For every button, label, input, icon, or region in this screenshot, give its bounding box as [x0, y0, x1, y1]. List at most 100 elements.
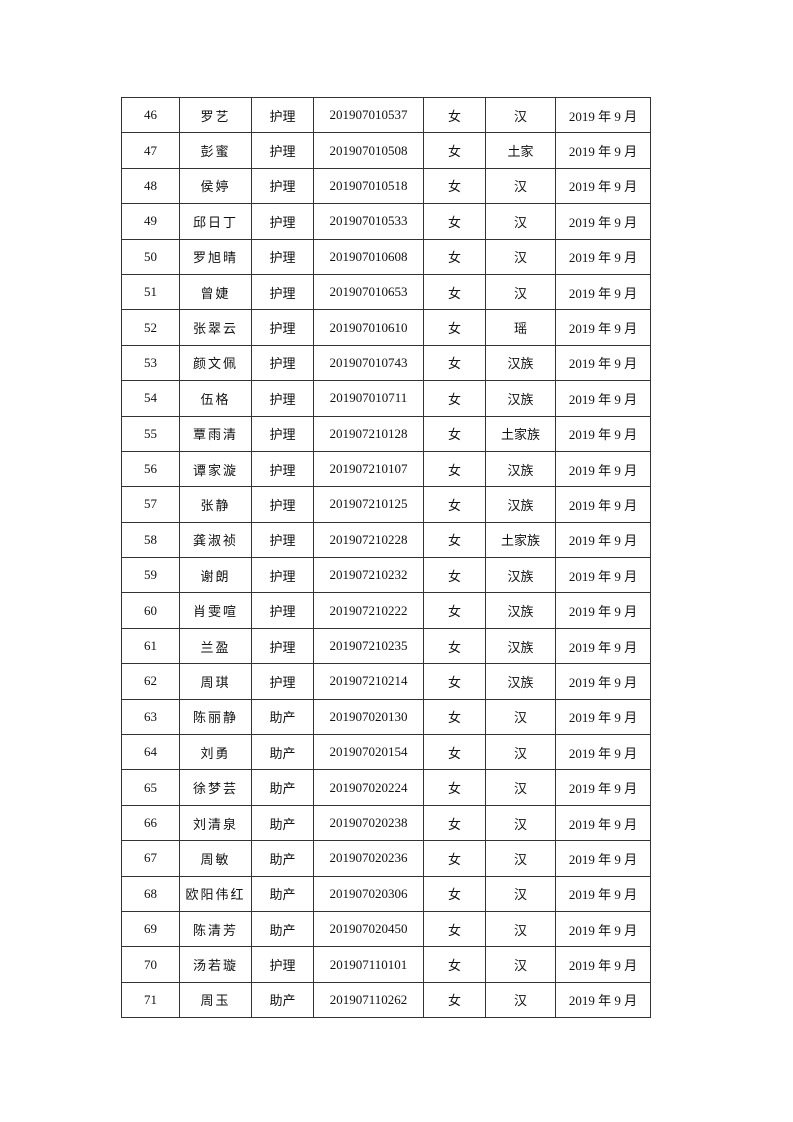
major-cell: 助产 — [251, 875, 314, 912]
table-row: 70 汤若璇 护理 201907110101 女汉 2019 年 9 月 — [121, 946, 651, 983]
enrollment-date-cell: 2019 年 9 月 — [555, 840, 651, 877]
student-id-cell: 201907110101 — [313, 946, 424, 983]
enrollment-date-cell: 2019 年 9 月 — [555, 734, 651, 771]
row-number-cell: 61 — [121, 627, 180, 665]
gender-cell: 女 — [423, 344, 486, 382]
gender-cell: 女 — [423, 663, 486, 700]
ethnicity-cell: 瑶 — [485, 309, 556, 346]
gender-cell: 女 — [423, 380, 486, 417]
student-id-cell: 201907010508 — [313, 132, 424, 169]
enrollment-date-cell: 2019 年 9 月 — [555, 167, 651, 205]
student-name-cell: 龚淑祯 — [179, 521, 252, 559]
gender-cell: 女 — [423, 910, 486, 948]
enrollment-date-cell: 2019 年 9 月 — [555, 627, 651, 665]
major-cell: 助产 — [251, 804, 314, 842]
row-number-cell: 50 — [121, 238, 180, 275]
row-number-cell: 52 — [121, 309, 180, 346]
gender-cell: 女 — [423, 698, 486, 736]
major-cell: 护理 — [251, 344, 314, 382]
ethnicity-cell: 汉族 — [485, 380, 556, 417]
student-name-cell: 罗旭晴 — [179, 238, 252, 275]
row-number-cell: 54 — [121, 380, 180, 417]
ethnicity-cell: 汉 — [485, 203, 556, 240]
enrollment-date-cell: 2019 年 9 月 — [555, 981, 651, 1019]
enrollment-date-cell: 2019 年 9 月 — [555, 910, 651, 948]
table-body: 46 罗艺 护理 201907010537 女汉 2019 年 9 月 47 彭蜜 护理 2019… — [121, 96, 651, 1019]
ethnicity-cell: 汉 — [485, 840, 556, 877]
table-row: 47 彭蜜 护理 201907010508 女土家 2019 年 9 月 — [121, 132, 651, 169]
major-cell: 护理 — [251, 273, 314, 311]
row-number-cell: 64 — [121, 734, 180, 771]
row-number-cell: 53 — [121, 344, 180, 382]
enrollment-date-cell: 2019 年 9 月 — [555, 804, 651, 842]
gender-cell: 女 — [423, 592, 486, 629]
student-name-cell: 伍格 — [179, 380, 252, 417]
table-row: 68 欧阳伟红 助产 201907020306 女汉 2019 年 9 月 — [121, 875, 651, 912]
student-id-cell: 201907020450 — [313, 910, 424, 948]
ethnicity-cell: 汉 — [485, 238, 556, 275]
enrollment-date-cell: 2019 年 9 月 — [555, 238, 651, 275]
enrollment-date-cell: 2019 年 9 月 — [555, 450, 651, 488]
student-name-cell: 陈丽静 — [179, 698, 252, 736]
gender-cell: 女 — [423, 203, 486, 240]
ethnicity-cell: 汉 — [485, 804, 556, 842]
gender-cell: 女 — [423, 946, 486, 983]
gender-cell: 女 — [423, 238, 486, 275]
student-name-cell: 徐梦芸 — [179, 769, 252, 806]
student-name-cell: 覃雨清 — [179, 415, 252, 452]
row-number-cell: 70 — [121, 946, 180, 983]
enrollment-date-cell: 2019 年 9 月 — [555, 132, 651, 169]
student-name-cell: 周敏 — [179, 840, 252, 877]
row-number-cell: 58 — [121, 521, 180, 559]
student-name-cell: 陈清芳 — [179, 910, 252, 948]
student-name-cell: 汤若璇 — [179, 946, 252, 983]
major-cell: 护理 — [251, 238, 314, 275]
student-id-cell: 201907010711 — [313, 380, 424, 417]
ethnicity-cell: 汉族 — [485, 344, 556, 382]
row-number-cell: 67 — [121, 840, 180, 877]
enrollment-date-cell: 2019 年 9 月 — [555, 380, 651, 417]
student-id-cell: 201907020224 — [313, 769, 424, 806]
gender-cell: 女 — [423, 309, 486, 346]
table-row: 66 刘清泉 助产 201907020238 女汉 2019 年 9 月 — [121, 804, 651, 842]
table-row: 46 罗艺 护理 201907010537 女汉 2019 年 9 月 — [121, 96, 651, 134]
table-row: 54 伍格 护理 201907010711 女汉族 2019 年 9 月 — [121, 380, 651, 417]
student-id-cell: 201907210235 — [313, 627, 424, 665]
student-name-cell: 周琪 — [179, 663, 252, 700]
table-row: 59 谢朗 护理 201907210232 女汉族 2019 年 9 月 — [121, 557, 651, 594]
student-name-cell: 兰盈 — [179, 627, 252, 665]
enrollment-date-cell: 2019 年 9 月 — [555, 344, 651, 382]
major-cell: 护理 — [251, 380, 314, 417]
ethnicity-cell: 土家 — [485, 132, 556, 169]
student-id-cell: 201907210107 — [313, 450, 424, 488]
major-cell: 护理 — [251, 132, 314, 169]
student-name-cell: 邱日丁 — [179, 203, 252, 240]
student-name-cell: 颜文佩 — [179, 344, 252, 382]
ethnicity-cell: 土家族 — [485, 521, 556, 559]
row-number-cell: 63 — [121, 698, 180, 736]
table-row: 63 陈丽静 助产 201907020130 女汉 2019 年 9 月 — [121, 698, 651, 736]
student-id-cell: 201907210125 — [313, 486, 424, 523]
student-id-cell: 201907020154 — [313, 734, 424, 771]
enrollment-date-cell: 2019 年 9 月 — [555, 486, 651, 523]
student-name-cell: 欧阳伟红 — [179, 875, 252, 912]
major-cell: 护理 — [251, 96, 314, 134]
enrollment-date-cell: 2019 年 9 月 — [555, 946, 651, 983]
gender-cell: 女 — [423, 981, 486, 1019]
student-name-cell: 周玉 — [179, 981, 252, 1019]
gender-cell: 女 — [423, 804, 486, 842]
ethnicity-cell: 汉 — [485, 167, 556, 205]
enrollment-date-cell: 2019 年 9 月 — [555, 663, 651, 700]
student-id-cell: 201907210232 — [313, 557, 424, 594]
table-row: 50 罗旭晴 护理 201907010608 女汉 2019 年 9 月 — [121, 238, 651, 275]
student-name-cell: 刘清泉 — [179, 804, 252, 842]
enrollment-date-cell: 2019 年 9 月 — [555, 875, 651, 912]
student-id-cell: 201907020306 — [313, 875, 424, 912]
enrollment-date-cell: 2019 年 9 月 — [555, 273, 651, 311]
student-name-cell: 谭家漩 — [179, 450, 252, 488]
gender-cell: 女 — [423, 273, 486, 311]
major-cell: 助产 — [251, 734, 314, 771]
student-id-cell: 201907210214 — [313, 663, 424, 700]
student-id-cell: 201907010537 — [313, 96, 424, 134]
student-id-cell: 201907110262 — [313, 981, 424, 1019]
